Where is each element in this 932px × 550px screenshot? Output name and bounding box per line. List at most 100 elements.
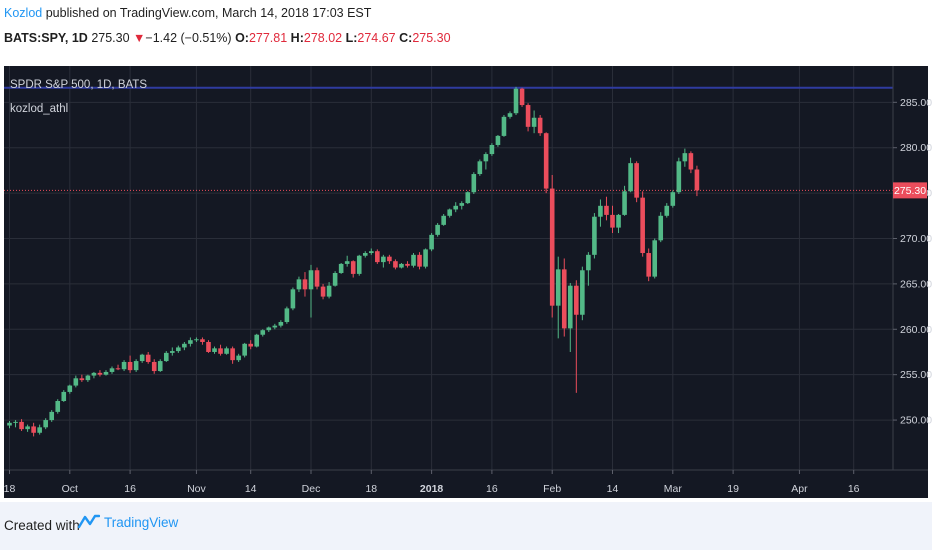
candle-up [670, 192, 676, 206]
candle-down [561, 269, 567, 329]
candle-up [278, 322, 284, 326]
x-tick-label: 18 [4, 483, 16, 495]
candle-up [592, 216, 597, 255]
price-axis-area[interactable] [893, 66, 928, 470]
candle-up [338, 263, 344, 273]
candle-down [393, 261, 398, 268]
tradingview-link[interactable]: TradingView [78, 514, 178, 530]
x-tick-label: Nov [187, 483, 206, 495]
candle-up [194, 339, 199, 341]
candle-down [320, 286, 326, 297]
candle-down [127, 361, 133, 371]
candle-down [610, 214, 615, 228]
footer: Created with TradingView [0, 502, 932, 550]
y-tick-label: 270.00 [900, 233, 932, 245]
x-tick-label: 19 [727, 483, 739, 495]
candle-down [694, 169, 700, 191]
candle-up [157, 361, 163, 372]
x-tick-label: Feb [543, 483, 561, 495]
x-tick-label: 16 [486, 483, 498, 495]
x-tick-label: Mar [664, 483, 683, 495]
candle-up [435, 224, 440, 235]
candle-up [266, 327, 272, 331]
candle-down [206, 341, 211, 352]
candle-up [664, 205, 670, 216]
candle-up [13, 421, 18, 423]
candle-down [97, 372, 103, 375]
candle-down [248, 343, 253, 347]
time-axis-area[interactable] [4, 470, 928, 498]
candle-up [133, 361, 139, 371]
candle-up [501, 116, 507, 136]
high-value: 278.02 [303, 31, 343, 45]
candle-down [350, 261, 356, 274]
candle-down [200, 339, 205, 342]
candle-up [254, 334, 260, 347]
candle-up [326, 285, 332, 297]
symbol-label: BATS:SPY, 1D [4, 31, 88, 45]
candle-up [580, 270, 585, 315]
candle-up [103, 371, 109, 375]
candle-up [441, 215, 446, 225]
candle-down [302, 279, 308, 290]
x-tick-label: 16 [848, 483, 860, 495]
candle-up [296, 279, 302, 290]
candle-up [676, 161, 682, 193]
candle-down [604, 205, 609, 215]
x-tick-label: 16 [124, 483, 136, 495]
candle-up [362, 253, 368, 256]
series-legend[interactable]: SPDR S&P 500, 1D, BATS [10, 79, 147, 91]
high-label: H: [290, 31, 304, 45]
candle-up [453, 205, 459, 210]
publish-text: published on TradingView.com, March 14, … [45, 6, 372, 20]
candle-down [31, 426, 36, 433]
candle-up [332, 272, 338, 286]
candle-up [121, 361, 127, 370]
candle-down [314, 270, 320, 287]
candle-up [628, 163, 633, 192]
candle-up [531, 117, 537, 127]
candle-down [387, 256, 392, 262]
author-link[interactable]: Kozlod [4, 6, 43, 20]
candle-up [188, 340, 193, 344]
candle-down [525, 105, 531, 127]
last-price-badge-bg [893, 182, 927, 199]
candlestick-chart[interactable]: 250.00255.00260.00265.00270.00275.00280.… [0, 0, 932, 502]
candle-up [272, 325, 278, 328]
open-label: O: [235, 31, 249, 45]
candle-up [170, 351, 175, 353]
candle-down [417, 254, 422, 267]
tradingview-brand: TradingView [104, 514, 179, 530]
candle-up [37, 427, 42, 433]
candle-up [139, 354, 145, 362]
x-tick-label: 14 [245, 483, 257, 495]
indicator-legend[interactable]: kozlod_athl [10, 103, 68, 115]
candle-up [682, 153, 688, 162]
candle-up [555, 269, 561, 306]
y-tick-label: 255.00 [900, 369, 932, 381]
publish-info: Kozlod published on TradingView.com, Mar… [4, 6, 371, 20]
candle-up [489, 144, 495, 155]
y-tick-label: 250.00 [900, 415, 932, 427]
candle-up [55, 401, 61, 412]
time-axis-labels: 18 Oct 16 Nov 14 Dec 18 2018 16 Feb 14 Mar 19 Apr 16 [4, 470, 860, 495]
low-value: 274.67 [357, 31, 396, 45]
candle-up [471, 174, 477, 193]
candle-up [483, 154, 489, 162]
candle-up [109, 368, 115, 372]
candle-down [537, 117, 543, 134]
candle-up [477, 161, 483, 175]
candle-up [308, 270, 314, 290]
open-value: 277.81 [248, 31, 288, 45]
candle-up [513, 88, 519, 114]
candle-up [7, 422, 12, 426]
x-tick-label: 2018 [420, 483, 444, 495]
candle-up [447, 209, 452, 216]
created-with-label: Created with [4, 518, 80, 533]
candle-up [236, 355, 241, 361]
close-label: C: [399, 31, 413, 45]
candle-down [634, 163, 639, 198]
candle-up [586, 254, 591, 271]
x-tick-label: Dec [302, 483, 321, 495]
candle-down [519, 88, 525, 106]
